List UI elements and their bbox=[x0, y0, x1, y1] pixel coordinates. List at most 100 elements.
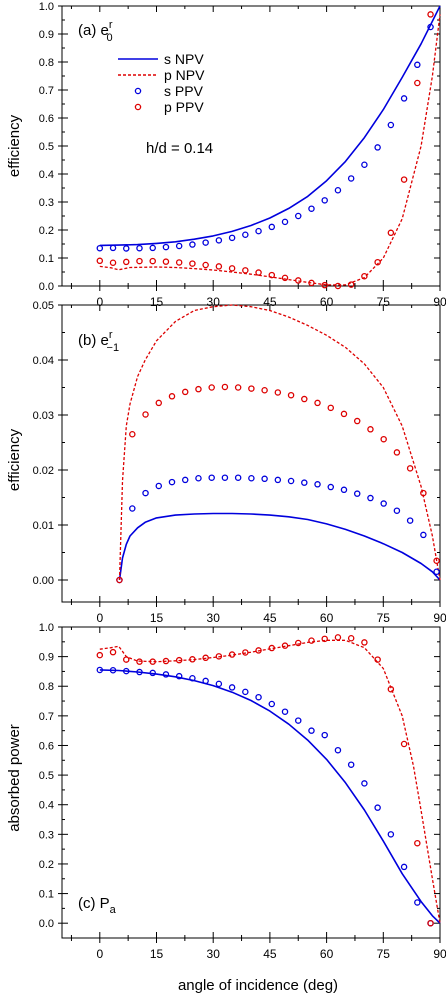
y-tick-label: 1.0 bbox=[39, 622, 54, 634]
data-point-s-ppv bbox=[427, 23, 434, 31]
data-point-p-ppv bbox=[129, 430, 136, 438]
data-point-p-ppv bbox=[406, 465, 414, 472]
data-point-p-ppv bbox=[347, 635, 355, 642]
data-point-s-ppv bbox=[248, 474, 255, 482]
data-point-s-ppv bbox=[314, 481, 321, 488]
data-point-s-ppv bbox=[215, 680, 223, 688]
data-point-s-ppv bbox=[149, 244, 156, 252]
axes: 0 15 30 45 60 75 90 0.0 0.1 0.2 0.3 0.4 0.5 0.6 0.7 0.8… bbox=[39, 622, 446, 961]
data-point-s-ppv bbox=[215, 237, 223, 244]
data-point-p-ppv bbox=[294, 639, 302, 647]
data-point-p-ppv bbox=[374, 656, 381, 663]
plot-frame bbox=[61, 304, 441, 603]
data-point-s-ppv bbox=[347, 761, 355, 768]
x-tick-label: 15 bbox=[150, 947, 164, 961]
data-point-p-ppv bbox=[189, 260, 196, 267]
data-point-p-ppv bbox=[387, 685, 395, 693]
data-point-s-ppv bbox=[208, 474, 215, 481]
data-point-s-ppv bbox=[255, 693, 262, 701]
data-point-p-ppv bbox=[142, 411, 149, 418]
data-point-p-ppv bbox=[400, 740, 408, 748]
y-tick-label: 1.0 bbox=[39, 1, 54, 13]
data-point-s-ppv bbox=[340, 486, 348, 494]
x-tick-label: 0 bbox=[96, 611, 103, 625]
data-point-p-ppv bbox=[308, 637, 315, 644]
data-point-p-ppv bbox=[155, 399, 163, 407]
parameter-annotation: h/d = 0.14 bbox=[146, 140, 213, 157]
series-line-s-npv bbox=[118, 512, 441, 581]
data-point-p-ppv bbox=[109, 648, 117, 656]
panel-b: (b) er −1 efficiency 0 15 30 45 60 75 90 0.00 0.0… bbox=[6, 300, 446, 625]
data-point-s-ppv bbox=[353, 490, 361, 497]
data-point-p-ppv bbox=[208, 384, 215, 391]
data-point-s-ppv bbox=[268, 700, 276, 708]
data-point-p-ppv bbox=[321, 281, 328, 289]
data-point-s-ppv bbox=[374, 144, 381, 151]
data-point-p-ppv bbox=[361, 639, 368, 646]
data-point-p-ppv bbox=[427, 11, 434, 18]
data-point-p-ppv bbox=[268, 644, 276, 652]
data-point-s-ppv bbox=[195, 474, 202, 482]
data-point-s-ppv bbox=[321, 731, 328, 739]
y-tick-label: 0.8 bbox=[39, 57, 54, 69]
y-tick-label: 0.4 bbox=[39, 169, 54, 181]
plot-frame bbox=[61, 5, 441, 287]
data-point-p-ppv bbox=[195, 385, 202, 393]
series-layer bbox=[96, 634, 441, 927]
series-layer bbox=[116, 304, 441, 584]
plot-frame bbox=[61, 626, 441, 939]
x-tick-label: 90 bbox=[433, 947, 446, 961]
axes: 0 15 30 45 60 75 90 0.00 0.01 0.02 0.03 0.04 0.05 bbox=[33, 300, 446, 625]
data-point-p-ppv bbox=[400, 176, 408, 183]
data-point-s-ppv bbox=[268, 223, 276, 231]
data-point-s-ppv bbox=[96, 666, 104, 674]
data-point-p-ppv bbox=[175, 656, 183, 664]
data-point-s-ppv bbox=[255, 227, 262, 235]
data-point-p-ppv bbox=[414, 79, 421, 87]
data-point-p-ppv bbox=[136, 658, 143, 665]
data-point-s-ppv bbox=[420, 531, 427, 539]
y-tick-label: 0.04 bbox=[33, 355, 54, 367]
data-point-s-ppv bbox=[367, 494, 374, 502]
data-point-p-ppv bbox=[274, 389, 282, 396]
series-line-p-npv bbox=[99, 639, 441, 924]
data-point-p-ppv bbox=[215, 653, 223, 660]
data-point-s-ppv bbox=[261, 475, 268, 483]
data-point-s-ppv bbox=[202, 677, 209, 685]
data-point-p-ppv bbox=[123, 258, 130, 266]
data-point-p-ppv bbox=[393, 449, 401, 456]
y-axis-label: efficiency bbox=[6, 428, 23, 491]
data-point-s-ppv bbox=[228, 234, 236, 242]
y-tick-label: 0.8 bbox=[39, 681, 54, 693]
data-point-p-ppv bbox=[228, 651, 236, 658]
y-tick-label: 0.5 bbox=[39, 770, 54, 782]
data-point-s-ppv bbox=[168, 478, 176, 486]
data-point-p-ppv bbox=[202, 261, 209, 269]
y-tick-label: 0.02 bbox=[33, 465, 54, 477]
data-point-p-ppv bbox=[242, 267, 249, 274]
data-point-s-ppv bbox=[175, 672, 183, 680]
data-point-s-ppv bbox=[387, 121, 395, 129]
data-point-p-ppv bbox=[327, 404, 335, 412]
y-tick-label: 0.2 bbox=[39, 859, 54, 871]
series-line-s-npv bbox=[99, 669, 441, 924]
data-point-s-ppv bbox=[374, 804, 381, 811]
legend-swatch-s-ppv bbox=[134, 87, 142, 95]
legend-label-s-ppv: s PPV bbox=[164, 83, 204, 99]
legend: s NPV p NPV s PPV p PPV bbox=[118, 51, 205, 115]
data-point-p-ppv bbox=[374, 258, 381, 266]
data-point-s-ppv bbox=[281, 708, 289, 715]
data-point-p-ppv bbox=[294, 277, 302, 284]
data-point-s-ppv bbox=[129, 505, 136, 512]
data-point-p-ppv bbox=[96, 257, 104, 265]
data-point-s-ppv bbox=[347, 175, 355, 182]
data-point-s-ppv bbox=[274, 476, 282, 484]
data-point-s-ppv bbox=[155, 482, 163, 490]
data-point-p-ppv bbox=[175, 259, 183, 266]
x-tick-label: 75 bbox=[377, 611, 391, 625]
x-axis-label: angle of incidence (deg) bbox=[178, 977, 338, 994]
y-tick-label: 0.00 bbox=[33, 575, 54, 587]
y-tick-label: 0.2 bbox=[39, 225, 54, 237]
legend-label-s-npv: s NPV bbox=[164, 51, 204, 67]
